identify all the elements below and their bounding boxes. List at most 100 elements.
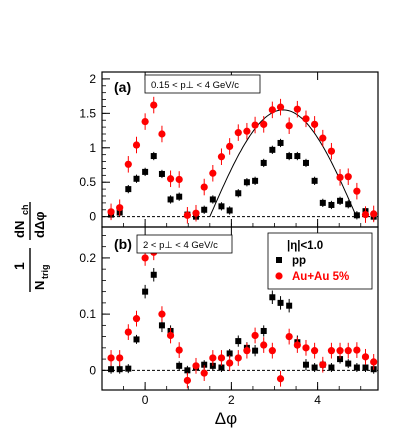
panel-a-pp-point [269, 146, 276, 153]
panel-a-pp-point [133, 175, 140, 182]
panel-a-auau-point [302, 115, 310, 123]
panel-b-auau-point [200, 369, 208, 377]
panel-b-pp-point [260, 327, 267, 334]
panel-a-auau-point [285, 122, 293, 130]
panel-a-auau-point [293, 105, 301, 113]
panel-a-auau-point [344, 173, 352, 181]
panel-b-pp-point [108, 366, 115, 373]
panel-b-pp-point [286, 302, 293, 309]
panel-a-y-tick-label: 1.5 [79, 106, 96, 120]
panel-b-x-tick-label: 4 [314, 393, 321, 407]
panel-b-auau-point [226, 359, 234, 367]
panel-b-auau-point [132, 315, 141, 323]
panel-a-pp-point [260, 159, 267, 166]
panel-a-pp-point [294, 153, 301, 160]
panel-a-auau-point [251, 121, 259, 129]
panel-a-auau-point [141, 118, 149, 126]
panel-a-auau-point [268, 106, 276, 114]
panel-a-auau-point [150, 101, 158, 109]
panel-b-auau-point [268, 347, 276, 355]
panel-a-auau-point [116, 204, 124, 212]
panel-a-fit-curve [209, 109, 357, 217]
y-label-one: 1 [11, 262, 27, 270]
panel-a-pp-point [243, 179, 250, 186]
panel-b-auau-point [370, 358, 378, 366]
panel-a-annotation: 0.15 < p⊥ < 4 GeV/c [151, 80, 239, 91]
panel-a-auau-point [353, 187, 361, 195]
panel-a-auau-point [107, 208, 115, 216]
panel-a-pp-point [209, 196, 216, 203]
panel-a-auau-point [311, 120, 319, 128]
legend-auau-marker [275, 272, 283, 280]
y-label-dn: dN [12, 221, 27, 238]
panel-b-auau-point [217, 354, 226, 362]
panel-b-auau-point [361, 353, 370, 361]
legend: |η|<1.0 pp Au+Au 5% [267, 232, 373, 290]
panel-b-frame [101, 226, 379, 391]
panel-a-label: (a) [114, 79, 131, 95]
panel-b-pp-point [226, 350, 233, 357]
panel-a-auau-point [226, 142, 234, 150]
panel-b-pp-point [133, 336, 140, 343]
panel-b-auau-point [260, 341, 268, 349]
panel-b-pp-point [269, 294, 276, 301]
panel-a-pp-point [286, 153, 293, 160]
panel-b-pp-point [252, 347, 259, 354]
panel-b-pp-point [302, 361, 309, 368]
panel-a-auau-point [124, 160, 132, 168]
panel-a-pp-point [150, 153, 157, 160]
panel-a-auau-point [243, 127, 251, 135]
panel-a-pp-point [235, 190, 242, 197]
panel-a-pp-point [337, 197, 344, 204]
panel-a-auau-point [276, 103, 285, 111]
panel-b-pp-point [218, 364, 225, 371]
legend-box [267, 232, 373, 290]
panel-b-auau-point [319, 361, 327, 369]
panel-a-auau-point [234, 129, 242, 137]
panel-a-auau-point [217, 153, 226, 161]
panel-a-pp-point [345, 201, 352, 208]
panel-a-auau-point [370, 210, 378, 218]
panel-b-auau-point [192, 362, 200, 370]
panel-b-auau-point [166, 331, 175, 340]
legend-header: |η|<1.0 [287, 240, 323, 252]
panel-a-pp-point [277, 139, 284, 146]
panel-a-y-tick-label: 2 [89, 72, 96, 86]
panel-b-auau-point [183, 376, 191, 385]
panel-b-pp-point [311, 364, 318, 371]
panel-a-pp-point [176, 193, 183, 200]
panel-b-auau-point [158, 310, 166, 318]
panel-b-annotation: 2 < p⊥ < 4 GeV/c [143, 240, 218, 251]
panel-b-pp-point [345, 360, 352, 367]
panel-b-pp-point [362, 364, 369, 371]
panel-a-annotation-box [144, 74, 261, 94]
panel-b-auau-point [293, 341, 301, 349]
panel-a-frame [101, 71, 379, 228]
panel-b-auau-point [285, 333, 293, 341]
y-label-dn-sub: ch [20, 204, 30, 215]
panel-b-pp-point [142, 288, 149, 295]
panel-a-pp-point [125, 186, 132, 193]
legend-auau-label: Au+Au 5% [292, 271, 349, 283]
panel-b-y-tick-label: 0.1 [79, 307, 96, 321]
panel-a-auau-point [260, 120, 268, 128]
panel-a-pp-point [252, 177, 259, 184]
panel-a-pp-point [167, 196, 174, 203]
panel-a-auau-point [175, 175, 183, 184]
x-axis-label: Δφ [215, 409, 237, 428]
panel-a-auau-point [158, 130, 166, 138]
y-label-ntrig: N [32, 281, 47, 290]
panel-b-x-tick-label: 0 [142, 393, 149, 407]
panel-b-pp-point [353, 364, 360, 371]
panel-b-auau-point [302, 344, 310, 352]
panel-b-x-tick-label: 2 [228, 393, 235, 407]
panel-b-pp-point [150, 271, 157, 278]
panel-b-y-tick-label: 0 [89, 363, 96, 377]
panel-a-auau-point [192, 209, 200, 217]
panel-a-auau-point [166, 175, 175, 183]
panel-a-y-tick-label: 0 [89, 210, 96, 224]
panel-a-auau-point [327, 147, 336, 155]
panel-b-auau-point [336, 347, 344, 355]
panel-a-auau-point [209, 169, 217, 177]
